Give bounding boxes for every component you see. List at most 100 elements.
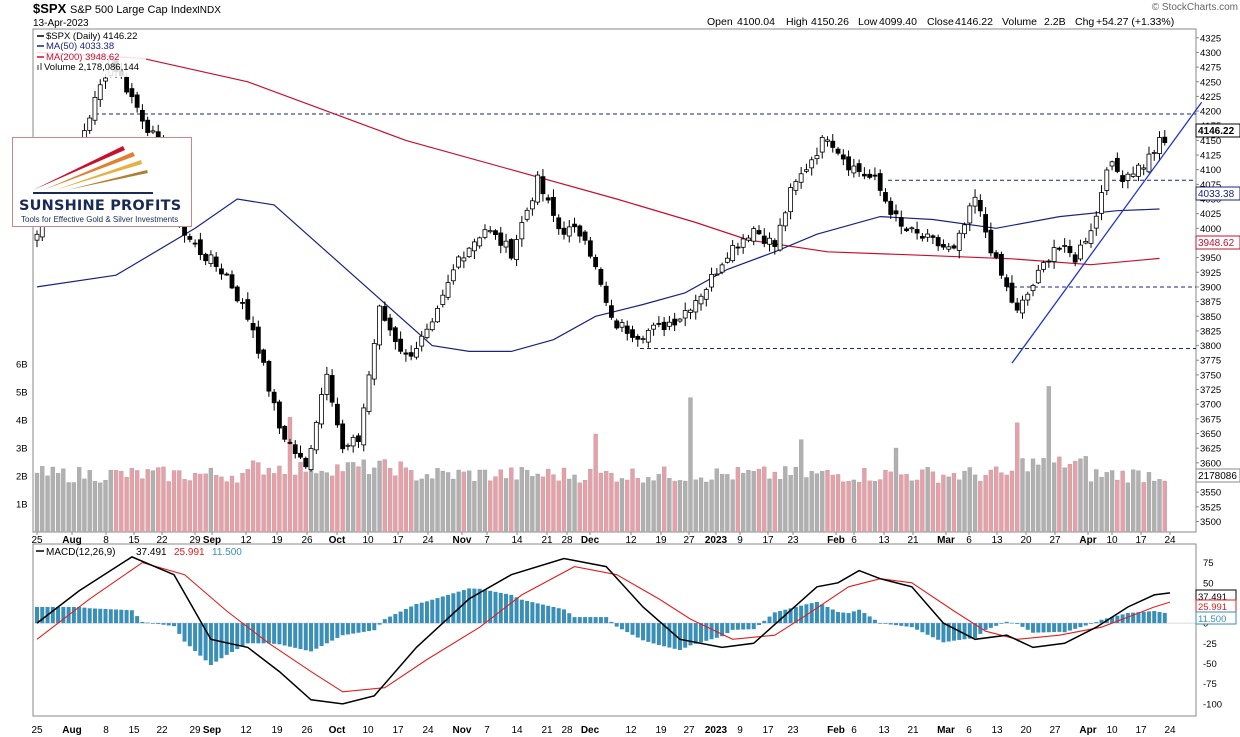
date-tick-label: Mar <box>937 535 955 546</box>
macd-histogram-bar <box>98 608 103 624</box>
date-tick-label: 15 <box>128 725 140 736</box>
volume-bar <box>788 474 793 533</box>
date-tick-label: 19 <box>271 725 283 736</box>
volume-bar <box>71 482 77 533</box>
macd-histogram-bar <box>361 623 366 632</box>
macd-histogram-bar <box>446 594 451 624</box>
candle-body <box>1046 260 1052 263</box>
rising-trendline <box>1011 101 1203 364</box>
macd-histogram-bar <box>820 604 825 624</box>
candle-body <box>282 425 288 440</box>
candle-body <box>577 225 583 237</box>
macd-histogram-bar <box>635 623 640 638</box>
candle-body <box>609 305 614 318</box>
candle-body <box>134 94 140 108</box>
candle-body <box>124 76 129 93</box>
macd-histogram-bar <box>1141 611 1146 624</box>
candle-body <box>1146 153 1152 173</box>
volume-bar <box>535 473 540 533</box>
candle-body <box>1020 299 1025 314</box>
macd-histogram-bar <box>519 599 524 624</box>
volume-bar <box>50 466 55 533</box>
volume-bar <box>614 481 619 533</box>
volume-bar <box>524 470 530 533</box>
macd-histogram-bar <box>783 609 788 624</box>
macd-histogram-bar <box>793 606 798 624</box>
svg-text:37.491: 37.491 <box>1198 592 1227 603</box>
svg-text:MACD(12,26,9): MACD(12,26,9) <box>46 547 115 558</box>
candle-body <box>292 444 298 454</box>
candle-body <box>751 228 757 242</box>
price-tick-label: 3725 <box>1200 385 1221 396</box>
macd-histogram-bar <box>756 623 761 625</box>
volume-bar <box>709 479 714 533</box>
date-tick-label: 9 <box>737 725 743 736</box>
candle-body <box>551 196 556 216</box>
candle-body <box>398 338 404 352</box>
date-tick-label: 29 <box>189 535 201 546</box>
macd-histogram-bar <box>1009 622 1014 624</box>
candle-body <box>1104 169 1110 191</box>
macd-histogram-bar <box>214 623 219 662</box>
date-tick-label: 20 <box>1020 535 1032 546</box>
volume-bar <box>171 470 177 533</box>
price-tick-label: 3600 <box>1200 458 1221 469</box>
macd-histogram-bar <box>888 623 893 625</box>
volume-bar <box>351 462 356 533</box>
candle-body <box>92 96 98 121</box>
price-tick-label: 3950 <box>1200 253 1221 264</box>
volume-bar <box>957 479 962 533</box>
candle-body <box>851 165 857 174</box>
volume-bar <box>936 482 941 533</box>
macd-histogram-bar <box>772 612 777 624</box>
macd-tick-label: -50 <box>1203 659 1217 670</box>
date-tick-label: 13 <box>991 725 1003 736</box>
candle-body <box>514 239 519 260</box>
candle-body <box>761 235 767 244</box>
volume-bar <box>999 472 1004 533</box>
macd-histogram-bar <box>282 623 287 646</box>
candle-body <box>587 240 593 257</box>
macd-histogram-bar <box>461 590 466 624</box>
candle-body <box>814 155 820 160</box>
price-tick-label: 3925 <box>1200 268 1221 279</box>
macd-histogram-bar <box>983 623 988 630</box>
svg-text:MA(50) 4033.38: MA(50) 4033.38 <box>46 41 114 52</box>
macd-histogram-bar <box>92 608 97 624</box>
candle-body <box>846 156 851 171</box>
candle-body <box>303 457 309 468</box>
volume-bar <box>862 468 867 533</box>
candle-body <box>582 231 588 241</box>
macd-histogram-bar <box>1094 622 1099 624</box>
svg-text:2178086: 2178086 <box>1198 471 1237 482</box>
exchange: INDX <box>197 5 221 16</box>
volume-bar <box>1062 467 1067 533</box>
date-tick-label: 10 <box>362 535 374 546</box>
price-tick-label: 3900 <box>1200 282 1221 293</box>
candle-body <box>508 239 514 259</box>
volume-bar <box>398 461 403 533</box>
macd-histogram-bar <box>1136 612 1141 624</box>
candle-body <box>435 308 440 323</box>
volume-bar <box>667 478 672 533</box>
logo-title: SUNSHINE PROFITS <box>19 198 182 214</box>
volume-bar <box>271 473 277 533</box>
macd-histogram-bar <box>1131 612 1136 624</box>
macd-histogram-bar <box>967 623 972 639</box>
volume-bar <box>219 476 224 533</box>
candle-body <box>229 274 235 289</box>
symbol: $SPX <box>33 1 67 16</box>
candle-body <box>382 306 388 321</box>
volume-bar <box>567 478 572 533</box>
volume-bar <box>814 473 820 533</box>
volume-bar <box>661 466 667 533</box>
volume-bar <box>588 468 593 533</box>
candle-body <box>746 237 751 241</box>
volume-bar <box>582 480 588 533</box>
macd-histogram-bar <box>614 623 619 627</box>
candle-body <box>809 159 815 169</box>
volume-bar <box>1030 458 1036 533</box>
candle-body <box>1157 137 1162 154</box>
volume-bar <box>187 480 192 533</box>
candle-body <box>366 374 372 412</box>
